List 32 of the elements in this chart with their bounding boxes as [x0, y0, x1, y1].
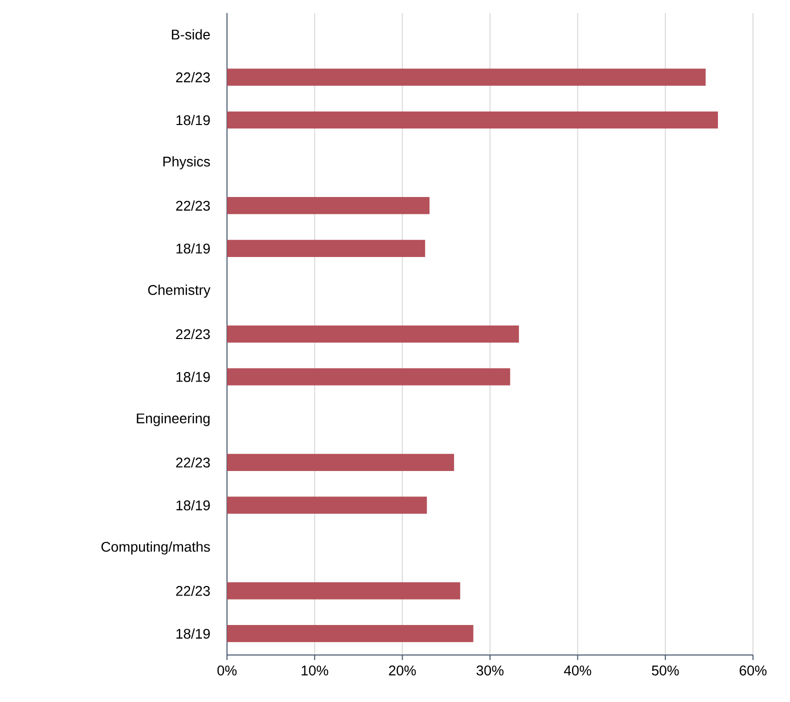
bar [227, 496, 427, 514]
y-tick-label: 22/23 [176, 586, 210, 596]
x-tick-label: 0% [217, 666, 237, 676]
y-tick-label: 22/23 [176, 328, 210, 340]
bar [227, 325, 519, 343]
bar [227, 368, 510, 386]
y-tick-label: 18/19 [176, 372, 210, 382]
bar [227, 111, 718, 129]
bar [227, 68, 706, 86]
y-tick-label: Engineering [136, 413, 210, 426]
bar [227, 240, 426, 257]
y-tick-label: 18/19 [176, 500, 210, 510]
bar [227, 454, 454, 471]
y-tick-label: B-side [172, 29, 210, 40]
y-tick-label: 22/23 [176, 72, 210, 82]
x-tick-label: 20% [389, 666, 416, 676]
y-tick-label: Chemistry [148, 284, 210, 298]
y-tick-label: 22/23 [176, 457, 210, 468]
x-tick-label: 40% [564, 666, 592, 676]
y-tick-label: Computing/maths [101, 541, 210, 555]
x-tick-label: 10% [302, 666, 328, 676]
bar [227, 197, 430, 214]
y-tick-label: 22/23 [176, 200, 210, 211]
y-tick-label: Physics [163, 156, 210, 170]
y-tick-label: 18/19 [176, 243, 210, 254]
x-tick-label: 50% [652, 666, 679, 676]
x-tick-label: 30% [476, 666, 504, 676]
y-tick-label: 18/19 [176, 628, 210, 639]
bar [227, 582, 460, 600]
x-tick-label: 60% [740, 666, 767, 676]
bar [227, 625, 474, 642]
y-tick-label: 18/19 [176, 114, 210, 126]
